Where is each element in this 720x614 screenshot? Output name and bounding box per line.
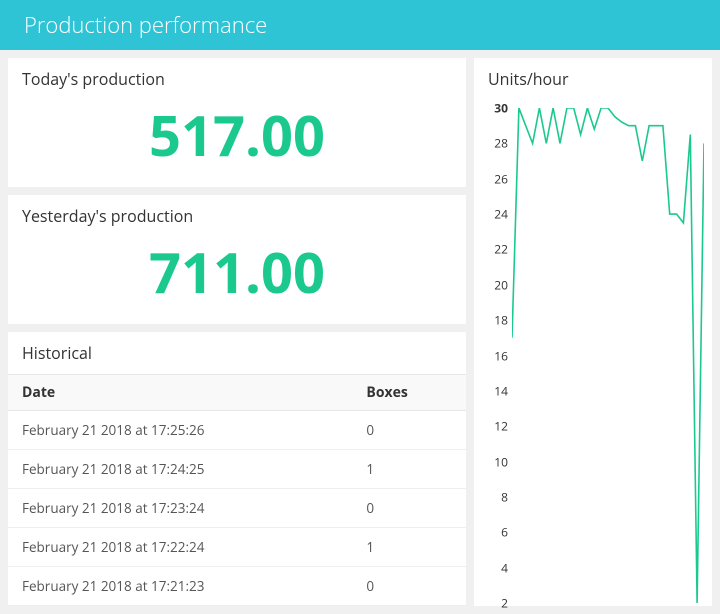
y-axis-tick: 16 (494, 347, 508, 364)
cell-boxes: 0 (352, 567, 466, 606)
historical-card: Historical Date Boxes February 21 2018 a… (8, 332, 466, 606)
units-per-hour-line-chart (512, 108, 704, 603)
y-axis-tick: 26 (494, 170, 508, 187)
table-row: February 21 2018 at 17:25:260 (8, 411, 466, 450)
cell-boxes: 1 (352, 528, 466, 567)
y-axis-tick: 14 (494, 382, 508, 399)
today-production-value: 517.00 (22, 94, 452, 175)
y-axis-tick: 24 (494, 206, 508, 223)
y-axis-tick: 20 (494, 276, 508, 293)
today-production-label: Today's production (22, 68, 452, 90)
table-row: February 21 2018 at 17:23:240 (8, 489, 466, 528)
cell-date: February 21 2018 at 17:23:24 (8, 489, 352, 528)
col-boxes: Boxes (352, 375, 466, 411)
historical-table: Date Boxes February 21 2018 at 17:25:260… (8, 374, 466, 606)
cell-boxes: 1 (352, 450, 466, 489)
yesterday-production-label: Yesterday's production (22, 205, 452, 227)
left-column: Today's production 517.00 Yesterday's pr… (8, 58, 466, 606)
cell-date: February 21 2018 at 17:22:24 (8, 528, 352, 567)
y-axis-tick: 30 (494, 100, 508, 117)
yesterday-production-card: Yesterday's production 711.00 (8, 195, 466, 324)
y-axis-tick: 12 (494, 418, 508, 435)
cell-boxes: 0 (352, 411, 466, 450)
today-production-card: Today's production 517.00 (8, 58, 466, 187)
y-axis-tick: 28 (494, 135, 508, 152)
y-axis-tick: 10 (494, 453, 508, 470)
historical-title: Historical (8, 342, 466, 370)
y-axis-tick: 2 (501, 595, 508, 612)
cell-date: February 21 2018 at 17:25:26 (8, 411, 352, 450)
col-date: Date (8, 375, 352, 411)
yesterday-production-value: 711.00 (22, 231, 452, 312)
cell-boxes: 0 (352, 489, 466, 528)
table-row: February 21 2018 at 17:24:251 (8, 450, 466, 489)
page-header: Production performance (0, 0, 720, 50)
y-axis-tick: 8 (501, 488, 508, 505)
cell-date: February 21 2018 at 17:24:25 (8, 450, 352, 489)
table-row: February 21 2018 at 17:22:241 (8, 528, 466, 567)
page-title: Production performance (24, 10, 267, 40)
y-axis-tick: 22 (494, 241, 508, 258)
line-chart-area: 30282624222018161412108642 (474, 108, 704, 603)
y-axis-tick: 4 (501, 559, 508, 576)
y-axis-tick: 18 (494, 312, 508, 329)
y-axis-tick: 6 (501, 524, 508, 541)
chart-title: Units/hour (474, 68, 704, 90)
units-per-hour-card: Units/hour 30282624222018161412108642 (474, 58, 712, 606)
dashboard-content: Today's production 517.00 Yesterday's pr… (0, 50, 720, 614)
table-row: February 21 2018 at 17:21:230 (8, 567, 466, 606)
cell-date: February 21 2018 at 17:21:23 (8, 567, 352, 606)
